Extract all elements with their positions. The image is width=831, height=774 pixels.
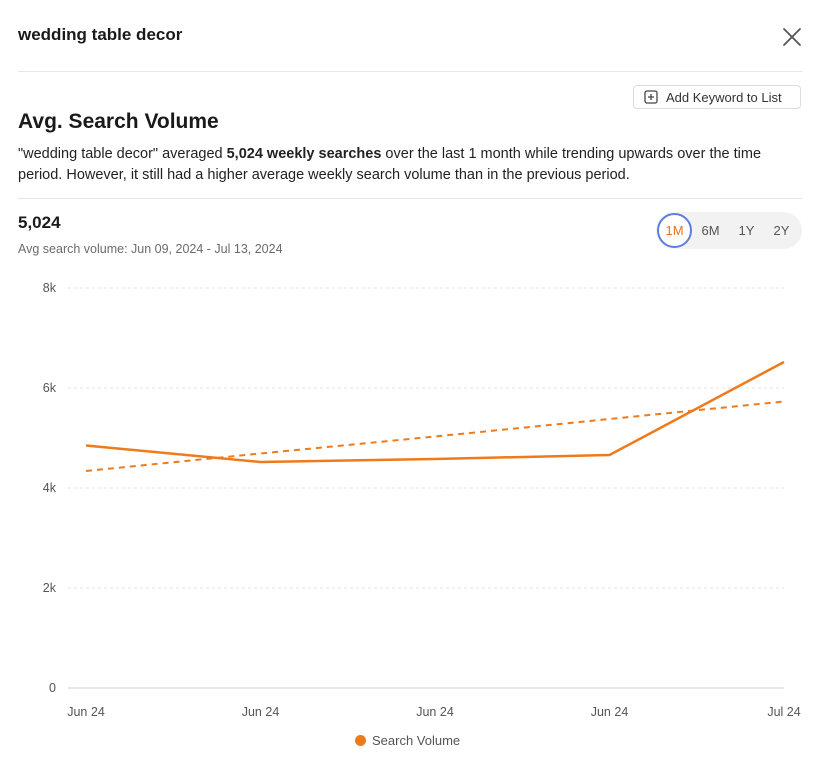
desc-bold: 5,024 weekly searches bbox=[226, 146, 382, 162]
add-keyword-label: Add Keyword to List bbox=[666, 89, 782, 105]
summary-description: "wedding table decor" averaged 5,024 wee… bbox=[18, 144, 808, 186]
period-2y[interactable]: 2Y bbox=[773, 223, 790, 238]
x-tick-label: Jun 24 bbox=[591, 705, 629, 719]
y-tick-label: 8k bbox=[43, 281, 57, 295]
legend-dot bbox=[355, 735, 366, 746]
y-tick-label: 4k bbox=[43, 481, 57, 495]
date-range: Avg search volume: Jun 09, 2024 - Jul 13… bbox=[18, 242, 283, 256]
keyword-title: wedding table decor bbox=[18, 25, 183, 44]
close-icon[interactable] bbox=[781, 26, 803, 48]
plus-square-icon bbox=[644, 90, 658, 104]
legend-label: Search Volume bbox=[372, 733, 461, 748]
period-selector: 1M 6M 1Y 2Y bbox=[656, 212, 802, 249]
x-tick-label: Jul 24 bbox=[767, 705, 800, 719]
x-tick-label: Jun 24 bbox=[242, 705, 280, 719]
add-keyword-button[interactable]: Add Keyword to List bbox=[633, 85, 801, 109]
search-volume-chart: 0 2k 4k 6k 8k Jun 24 Jun 24 Jun 24 Jun 24 Jul 24 bbox=[43, 281, 801, 719]
search-volume-line bbox=[85, 360, 785, 464]
section-title: Avg. Search Volume bbox=[18, 110, 219, 133]
y-tick-label: 0 bbox=[49, 681, 56, 695]
y-tick-label: 2k bbox=[43, 581, 57, 595]
y-tick-label: 6k bbox=[43, 381, 57, 395]
avg-volume-value: 5,024 bbox=[18, 213, 61, 232]
header-divider bbox=[18, 71, 802, 72]
desc-part1: "wedding table decor" averaged bbox=[18, 146, 227, 162]
period-6m[interactable]: 6M bbox=[701, 223, 720, 238]
x-tick-label: Jun 24 bbox=[416, 705, 454, 719]
trend-line bbox=[85, 400, 785, 472]
desc-part2: over the last 1 month while trending upw… bbox=[18, 146, 762, 183]
section-divider bbox=[18, 198, 802, 199]
chart-legend: Search Volume bbox=[355, 733, 460, 748]
period-1y[interactable]: 1Y bbox=[738, 223, 755, 238]
period-1m[interactable]: 1M bbox=[657, 213, 692, 248]
x-tick-label: Jun 24 bbox=[67, 705, 105, 719]
